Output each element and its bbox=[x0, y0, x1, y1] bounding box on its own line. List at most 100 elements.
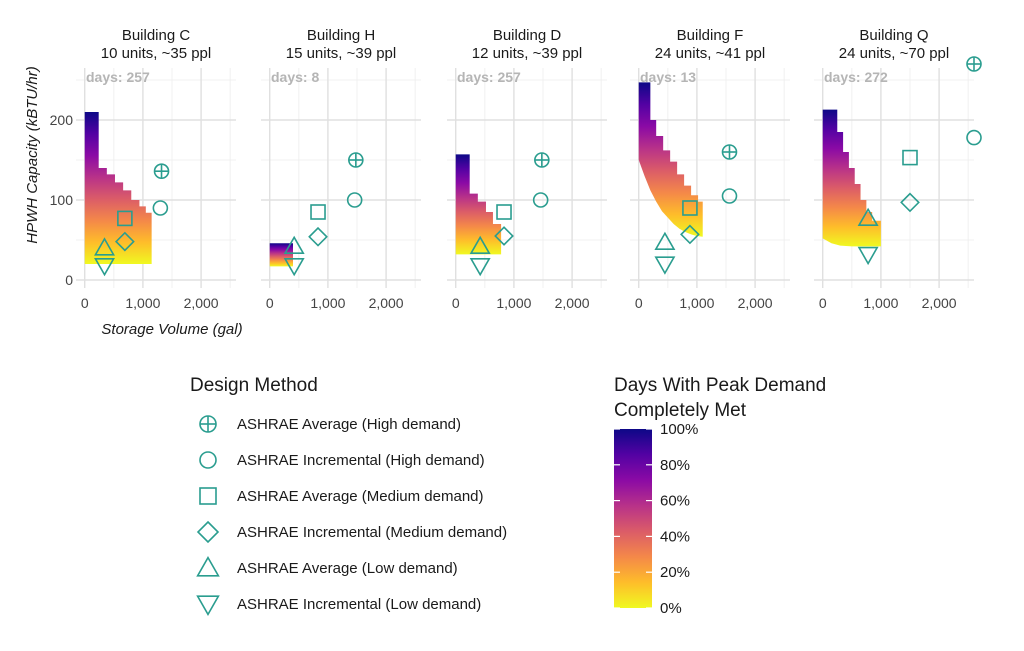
facet-building-c: Building C10 units, ~35 ppl days: 257 0 1,0… bbox=[50, 27, 236, 311]
legend-marker-circle bbox=[199, 451, 217, 469]
facet-title: Building F bbox=[677, 27, 744, 44]
colorbar-tick-label: 0% bbox=[660, 600, 682, 617]
design-method-legend-item: ASHRAE Average (High demand) bbox=[199, 415, 461, 433]
design-point bbox=[153, 163, 170, 179]
facet-title: Building Q bbox=[859, 27, 928, 44]
facet-title: Building H bbox=[307, 27, 375, 44]
x-tick-label: 0 bbox=[452, 295, 460, 311]
days-label: days: 8 bbox=[271, 69, 319, 85]
facet-subtitle: 24 units, ~41 ppl bbox=[655, 45, 766, 62]
facet-subtitle: 15 units, ~39 ppl bbox=[286, 45, 397, 62]
design-point bbox=[534, 152, 550, 168]
design-point bbox=[902, 149, 918, 166]
design-point bbox=[680, 224, 700, 245]
design-method-legend: Design Method ASHRAE Average (High deman… bbox=[190, 375, 507, 617]
days-label: days: 257 bbox=[86, 69, 150, 85]
x-tick-label: 0 bbox=[635, 295, 643, 311]
days-label: days: 257 bbox=[457, 69, 521, 85]
x-tick-label: 1,000 bbox=[310, 295, 345, 311]
facet-building-q: Building Q24 units, ~70 ppl days: 272 0 1,0… bbox=[814, 27, 982, 311]
x-tick-label: 2,000 bbox=[555, 295, 590, 311]
y-tick-label: 200 bbox=[50, 112, 74, 128]
legend-item-label: ASHRAE Incremental (Low demand) bbox=[237, 596, 481, 613]
x-tick-label: 2,000 bbox=[738, 295, 773, 311]
facet-subtitle: 12 units, ~39 ppl bbox=[472, 45, 583, 62]
design-point bbox=[469, 235, 491, 255]
heatmap-region bbox=[84, 112, 152, 264]
x-tick-label: 2,000 bbox=[922, 295, 957, 311]
design-point bbox=[682, 200, 698, 216]
legend-marker-triangle-down bbox=[196, 595, 220, 617]
days-label: days: 272 bbox=[824, 69, 888, 85]
design-method-legend-title: Design Method bbox=[190, 375, 318, 396]
design-point bbox=[966, 129, 982, 146]
design-point bbox=[469, 257, 491, 277]
x-tick-label: 0 bbox=[81, 295, 89, 311]
colorbar-tick-label: 20% bbox=[660, 564, 690, 581]
colorbar-tick-label: 100% bbox=[660, 421, 698, 438]
design-point bbox=[117, 210, 133, 227]
design-point bbox=[152, 200, 169, 216]
colorbar-tick-label: 80% bbox=[660, 457, 690, 474]
legend-marker-diamond bbox=[196, 520, 220, 544]
design-point bbox=[114, 231, 135, 252]
design-point bbox=[900, 192, 920, 213]
legend-item-label: ASHRAE Incremental (Medium demand) bbox=[237, 524, 507, 541]
legend-marker-triangle-up bbox=[196, 555, 220, 577]
design-point bbox=[94, 237, 115, 256]
design-method-legend-item: ASHRAE Incremental (Medium demand) bbox=[196, 520, 507, 544]
colorbar-tick-label: 40% bbox=[660, 528, 690, 545]
design-point bbox=[283, 235, 305, 255]
facet-panels: Building C10 units, ~35 ppl days: 257 0 1,0… bbox=[50, 27, 982, 311]
x-tick-label: 2,000 bbox=[369, 295, 404, 311]
heatmap-region bbox=[455, 154, 502, 255]
design-point bbox=[496, 204, 512, 220]
design-method-legend-item: ASHRAE Incremental (High demand) bbox=[199, 451, 485, 469]
design-method-legend-item: ASHRAE Average (Low demand) bbox=[196, 555, 458, 577]
x-tick-label: 1,000 bbox=[863, 295, 898, 311]
design-point bbox=[721, 188, 738, 204]
x-axis-label: Storage Volume (gal) bbox=[101, 321, 242, 338]
design-point bbox=[348, 152, 364, 168]
design-point bbox=[494, 226, 514, 246]
heatmap-region bbox=[638, 82, 703, 237]
days-colorbar-legend: Days With Peak Demand Completely Met 100… bbox=[614, 375, 826, 617]
legend-marker-circle-plus bbox=[199, 415, 217, 433]
y-tick-label: 100 bbox=[50, 192, 74, 208]
facet-building-h: Building H15 units, ~39 ppl days: 8 0 1,000… bbox=[261, 27, 421, 311]
y-axis-label: HPWH Capacity (kBTU/hr) bbox=[24, 66, 41, 244]
design-method-legend-item: ASHRAE Incremental (Low demand) bbox=[196, 595, 481, 617]
legend-marker-square bbox=[199, 487, 217, 505]
design-point bbox=[721, 144, 738, 160]
design-point bbox=[310, 204, 326, 220]
design-point bbox=[94, 257, 115, 277]
x-tick-label: 2,000 bbox=[184, 295, 219, 311]
design-point bbox=[346, 192, 363, 208]
facet-title: Building C bbox=[122, 27, 191, 44]
colorbar-title-line2: Completely Met bbox=[614, 400, 747, 421]
design-point bbox=[308, 226, 328, 247]
design-point bbox=[857, 246, 879, 266]
design-point bbox=[966, 56, 982, 72]
x-tick-label: 1,000 bbox=[496, 295, 531, 311]
facet-title: Building D bbox=[493, 27, 562, 44]
x-tick-label: 0 bbox=[266, 295, 274, 311]
design-point bbox=[532, 192, 549, 208]
days-label: days: 13 bbox=[640, 69, 696, 85]
x-tick-label: 1,000 bbox=[125, 295, 160, 311]
legend-item-label: ASHRAE Average (Medium demand) bbox=[237, 488, 484, 505]
facet-subtitle: 24 units, ~70 ppl bbox=[839, 45, 950, 62]
facet-building-f: Building F24 units, ~41 ppl days: 13 0 1,00… bbox=[630, 27, 790, 311]
design-method-legend-item: ASHRAE Average (Medium demand) bbox=[199, 487, 484, 505]
x-tick-label: 1,000 bbox=[679, 295, 714, 311]
legend-item-label: ASHRAE Incremental (High demand) bbox=[237, 452, 485, 469]
colorbar-tick-label: 60% bbox=[660, 493, 690, 510]
colorbar bbox=[614, 429, 652, 608]
colorbar-title-line1: Days With Peak Demand bbox=[614, 375, 826, 396]
design-point bbox=[654, 256, 676, 275]
y-tick-label: 0 bbox=[65, 272, 73, 288]
legend-item-label: ASHRAE Average (High demand) bbox=[237, 416, 461, 433]
design-point bbox=[857, 207, 879, 227]
design-point bbox=[654, 231, 676, 251]
